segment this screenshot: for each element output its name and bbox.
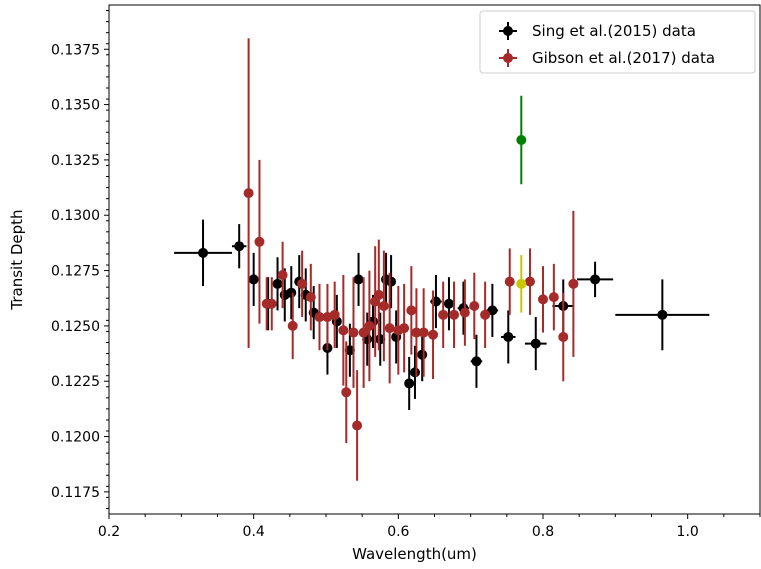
data-point bbox=[438, 309, 449, 320]
y-axis-label: Transit Depth bbox=[8, 209, 26, 310]
data-point bbox=[538, 294, 548, 305]
data-point bbox=[384, 323, 395, 334]
data-point bbox=[254, 236, 265, 247]
data-point bbox=[348, 327, 359, 338]
data-point bbox=[516, 278, 527, 289]
data-point bbox=[272, 278, 283, 289]
data-point bbox=[352, 420, 363, 431]
data-point bbox=[243, 188, 254, 199]
data-point bbox=[358, 327, 369, 338]
data-point bbox=[248, 274, 259, 285]
data-point bbox=[364, 320, 375, 331]
data-point bbox=[277, 269, 288, 280]
data-point bbox=[443, 298, 454, 309]
data-point bbox=[469, 300, 480, 311]
legend-marker-dot bbox=[503, 26, 513, 36]
data-point bbox=[341, 387, 352, 398]
series-2 bbox=[516, 95, 527, 185]
data-point bbox=[548, 292, 559, 303]
data-point bbox=[329, 309, 340, 320]
legend-box bbox=[479, 10, 756, 74]
y-tick-label: 0.1225 bbox=[51, 374, 100, 390]
data-point bbox=[399, 323, 410, 334]
x-axis-label: Wavelength(um) bbox=[352, 545, 477, 563]
data-point bbox=[471, 356, 482, 367]
y-tick-label: 0.1350 bbox=[51, 98, 100, 114]
data-point bbox=[590, 274, 601, 285]
x-tick-label: 0.4 bbox=[243, 524, 265, 540]
data-point bbox=[353, 274, 364, 285]
data-point bbox=[266, 298, 277, 309]
data-point bbox=[487, 305, 498, 316]
data-point bbox=[344, 345, 355, 356]
data-point bbox=[386, 276, 397, 287]
data-point bbox=[286, 287, 297, 298]
y-tick-label: 0.1175 bbox=[51, 485, 100, 501]
legend-label: Sing et al.(2015) data bbox=[532, 22, 696, 40]
data-point bbox=[428, 329, 439, 340]
data-point bbox=[411, 327, 422, 338]
x-tick-label: 0.6 bbox=[387, 524, 409, 540]
data-point bbox=[530, 338, 541, 349]
marks-group bbox=[174, 38, 710, 481]
series-3 bbox=[516, 255, 527, 313]
data-point bbox=[406, 305, 417, 316]
data-point bbox=[417, 349, 428, 360]
plot-area: 0.2 0.4 0.6 0.8 1.0 0.1175 0.1200 0.1225 0.1250 0… bbox=[51, 4, 761, 540]
y-tick-label: 0.1250 bbox=[51, 319, 100, 335]
data-point bbox=[459, 307, 470, 318]
x-tick-label: 1.0 bbox=[677, 524, 699, 540]
y-tick-label: 0.1375 bbox=[51, 42, 100, 58]
data-point bbox=[409, 367, 420, 378]
data-point bbox=[524, 276, 535, 287]
legend-label: Gibson et al.(2017) data bbox=[532, 49, 715, 67]
data-point bbox=[503, 331, 514, 342]
data-point bbox=[305, 292, 316, 303]
data-point bbox=[404, 378, 415, 389]
y-tick-label: 0.1275 bbox=[51, 264, 100, 280]
data-point bbox=[568, 278, 579, 289]
data-point bbox=[378, 300, 389, 311]
data-point bbox=[198, 247, 209, 258]
data-point bbox=[558, 331, 569, 342]
legend: Sing et al.(2015) data Gibson et al.(2017… bbox=[479, 10, 756, 74]
y-tick-label: 0.1325 bbox=[51, 153, 100, 169]
data-point bbox=[516, 134, 527, 145]
data-point bbox=[480, 309, 491, 320]
data-point bbox=[418, 327, 429, 338]
data-point bbox=[338, 325, 349, 336]
data-point bbox=[449, 309, 460, 320]
y-tick-label: 0.1200 bbox=[51, 430, 100, 446]
data-point bbox=[287, 320, 298, 331]
y-tick-label: 0.1300 bbox=[51, 208, 100, 224]
data-point bbox=[234, 241, 245, 252]
data-point bbox=[297, 278, 308, 289]
data-point bbox=[504, 276, 515, 287]
series-1 bbox=[243, 38, 579, 481]
data-point bbox=[657, 309, 668, 320]
x-tick-label: 0.8 bbox=[532, 524, 554, 540]
ticks-group: 0.2 0.4 0.6 0.8 1.0 0.1175 0.1200 0.1225 0.1250 0… bbox=[51, 10, 761, 540]
x-tick-label: 0.2 bbox=[98, 524, 120, 540]
data-point bbox=[375, 334, 386, 345]
data-point bbox=[373, 289, 384, 300]
legend-marker-dot bbox=[503, 53, 513, 63]
data-point bbox=[314, 312, 325, 323]
